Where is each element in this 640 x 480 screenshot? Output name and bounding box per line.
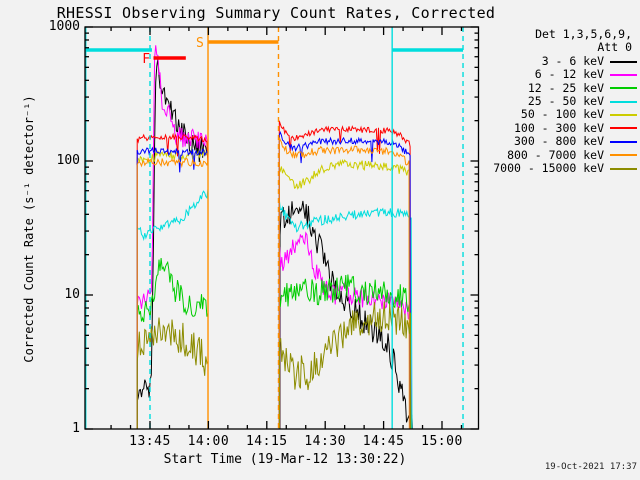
x-axis-label: Start Time (19-Mar-12 13:30:22) bbox=[163, 452, 407, 467]
legend-entry: 50 - 100 keV bbox=[480, 107, 637, 122]
legend-entry-label: 6 - 12 keV bbox=[534, 67, 604, 82]
x-tick-14:00: 14:00 bbox=[187, 434, 230, 449]
legend-entry-label: 3 - 6 keV bbox=[541, 53, 604, 68]
legend: Det 1,3,5,6,9, Att 0 3 - 6 keV 6 - 12 keV… bbox=[480, 27, 637, 175]
x-tick-15:00: 15:00 bbox=[421, 434, 463, 449]
legend-entry-swatch bbox=[610, 114, 637, 117]
curve-100-300keV bbox=[278, 120, 411, 430]
legend-detectors: Det 1,3,5,6,9, bbox=[535, 27, 632, 41]
legend-entry-label: 12 - 25 keV bbox=[527, 80, 604, 95]
curve-12-25keV bbox=[136, 258, 209, 429]
y-tick-1000: 1000 bbox=[48, 19, 80, 34]
legend-attenuator: Att 0 bbox=[597, 40, 632, 55]
legend-entry-label: 100 - 300 keV bbox=[513, 120, 604, 135]
legend-entry-label: 800 - 7000 keV bbox=[507, 147, 604, 162]
y-tick-100: 100 bbox=[56, 153, 80, 168]
chart-title: RHESSI Observing Summary Count Rates, Co… bbox=[56, 4, 496, 22]
curve-25-50keV bbox=[136, 188, 209, 429]
curve-300-800keV bbox=[136, 146, 209, 429]
legend-entry: 3 - 6 keV bbox=[480, 53, 637, 68]
x-tick-13:45: 13:45 bbox=[129, 434, 171, 449]
legend-entry-swatch bbox=[610, 140, 637, 143]
flag-letter-S: S bbox=[196, 36, 204, 51]
curve-25-50keV bbox=[278, 199, 413, 430]
event-flags: FS bbox=[85, 27, 464, 429]
plot-creation-timestamp: 19-Oct-2021 17:37 bbox=[544, 462, 637, 472]
axes bbox=[84, 26, 480, 430]
legend-entry: 6 - 12 keV bbox=[480, 67, 637, 82]
curve-100-300keV bbox=[136, 132, 209, 429]
plot-frame bbox=[84, 26, 480, 430]
curve-50-100keV bbox=[278, 158, 411, 430]
data-curves bbox=[136, 45, 413, 430]
legend-entry: 25 - 50 keV bbox=[480, 93, 637, 108]
x-tick-14:30: 14:30 bbox=[304, 434, 346, 449]
legend-entry-label: 25 - 50 keV bbox=[527, 93, 604, 108]
curve-6-12keV bbox=[279, 231, 412, 430]
y-tick-1: 1 bbox=[72, 421, 80, 436]
legend-entry-label: 50 - 100 keV bbox=[520, 107, 604, 122]
legend-entry-swatch bbox=[610, 127, 637, 130]
curve-800-7000keV bbox=[136, 156, 209, 429]
legend-entry-swatch bbox=[610, 167, 637, 170]
legend-entry: 12 - 25 keV bbox=[480, 80, 637, 95]
legend-entry-swatch bbox=[610, 73, 637, 76]
legend-entry-swatch bbox=[610, 100, 637, 103]
legend-entry-swatch bbox=[610, 60, 637, 63]
y-axis-label: Corrected Count Rate (s⁻¹ detector⁻¹) bbox=[22, 95, 36, 363]
curve-300-800keV bbox=[278, 131, 411, 429]
curve-6-12keV bbox=[136, 45, 209, 429]
flag-letter-F: F bbox=[142, 52, 150, 67]
legend-entry: 800 - 7000 keV bbox=[480, 147, 637, 162]
curve-3-6keV bbox=[136, 58, 209, 429]
curve-7000-15000keV bbox=[279, 301, 411, 429]
legend-entry: 7000 - 15000 keV bbox=[480, 160, 637, 175]
legend-entry-label: 7000 - 15000 keV bbox=[493, 160, 604, 175]
x-tick-14:45: 14:45 bbox=[362, 434, 405, 449]
curve-7000-15000keV bbox=[136, 317, 209, 429]
legend-entry: 100 - 300 keV bbox=[480, 120, 637, 135]
x-tick-14:15: 14:15 bbox=[245, 434, 288, 449]
curve-3-6keV bbox=[279, 200, 413, 430]
legend-entry-swatch bbox=[610, 87, 637, 90]
y-tick-10: 10 bbox=[64, 287, 80, 302]
legend-entry: 300 - 800 keV bbox=[480, 134, 637, 149]
curve-12-25keV bbox=[278, 274, 412, 430]
legend-entry-label: 300 - 800 keV bbox=[513, 134, 604, 149]
legend-entry-swatch bbox=[610, 154, 637, 157]
curve-800-7000keV bbox=[278, 137, 410, 430]
